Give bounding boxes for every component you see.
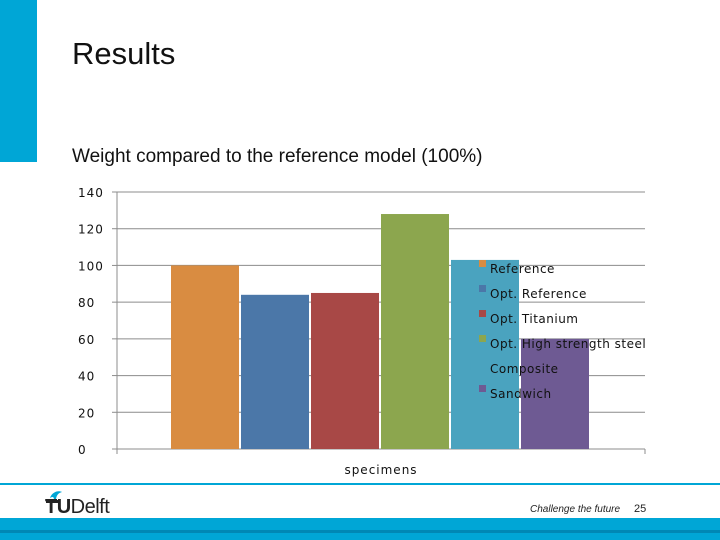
chart-title: Weight compared to the reference model (… xyxy=(72,146,483,167)
footer-divider xyxy=(0,483,720,485)
bar xyxy=(241,294,309,449)
legend-label: Reference xyxy=(490,262,555,276)
bar xyxy=(311,292,379,449)
page-number: 25 xyxy=(634,503,647,515)
legend-swatch xyxy=(479,385,486,392)
y-tick-label: 80 xyxy=(78,296,95,310)
x-axis-label: specimens xyxy=(344,463,417,477)
legend-swatch xyxy=(479,285,486,292)
footer-stripe xyxy=(0,530,720,533)
bar xyxy=(171,265,239,449)
legend-label: Opt. Reference xyxy=(490,287,587,301)
legend-swatch xyxy=(479,260,486,267)
legend-swatch xyxy=(479,335,486,342)
y-tick-label: 120 xyxy=(78,223,104,237)
legend-swatch xyxy=(479,360,486,367)
bar xyxy=(521,338,589,449)
bar xyxy=(381,214,449,449)
logo-delft: Delft xyxy=(70,496,110,518)
y-tick-label: 100 xyxy=(78,259,104,273)
legend-label: Sandwich xyxy=(490,387,552,401)
y-tick-label: 140 xyxy=(78,186,104,200)
y-tick-label: 40 xyxy=(78,370,95,384)
legend-swatch xyxy=(479,310,486,317)
footer-bar xyxy=(0,518,720,540)
tu-delft-flame-icon xyxy=(46,491,62,503)
tagline: Challenge the future xyxy=(530,504,621,515)
logo-tu: TU xyxy=(45,496,71,518)
tu-delft-logo: TUDelft xyxy=(45,496,110,519)
y-tick-label: 20 xyxy=(78,406,95,420)
legend-label: Composite xyxy=(490,362,559,376)
y-tick-label: 60 xyxy=(78,333,95,347)
accent-bar xyxy=(0,0,37,162)
slide-title: Results xyxy=(72,36,176,71)
legend-label: Opt. Titanium xyxy=(490,312,578,326)
y-tick-label: 0 xyxy=(78,443,87,457)
legend-label: Opt. High strength steel xyxy=(490,337,646,351)
